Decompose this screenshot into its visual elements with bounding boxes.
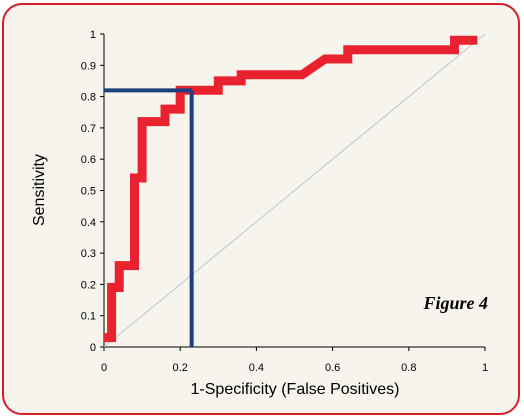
x-tick-label: 0.6	[325, 362, 340, 374]
x-tick-label: 0.8	[401, 362, 416, 374]
chart-labels: 1-Specificity (False Positives) Sensitiv…	[31, 154, 488, 398]
roc-curve	[104, 35, 478, 343]
figure-label: Figure 4	[422, 293, 488, 313]
x-tick-label: 1	[482, 362, 488, 374]
y-tick-label: 0.2	[81, 279, 96, 291]
x-tick-label: 0.4	[249, 362, 264, 374]
y-tick-label: 0.4	[81, 217, 96, 229]
y-tick-label: 0.7	[81, 123, 96, 135]
y-tick-label: 0.6	[81, 154, 96, 166]
y-tick-label: 0.5	[81, 186, 96, 198]
chart-marks	[103, 33, 486, 348]
y-tick-label: 0.1	[81, 311, 96, 323]
x-tick-label: 0	[101, 362, 107, 374]
y-tick-label: 0	[90, 342, 96, 354]
x-axis-title: 1-Specificity (False Positives)	[191, 381, 400, 398]
y-tick-label: 0.9	[81, 60, 96, 72]
y-tick-label: 0.3	[81, 248, 96, 260]
diagonal-reference-line	[103, 33, 486, 348]
chart-axes: 0 0.1 0.2 0.3 0.4 0.5 0.6 0.7 0.8 0.9 1 0 0.2 0.4 0.6 0…	[81, 29, 488, 374]
y-axis-title: Sensitivity	[31, 154, 48, 226]
y-tick-label: 1	[90, 29, 96, 41]
x-tick-label: 0.2	[173, 362, 188, 374]
y-tick-label: 0.8	[81, 92, 96, 104]
